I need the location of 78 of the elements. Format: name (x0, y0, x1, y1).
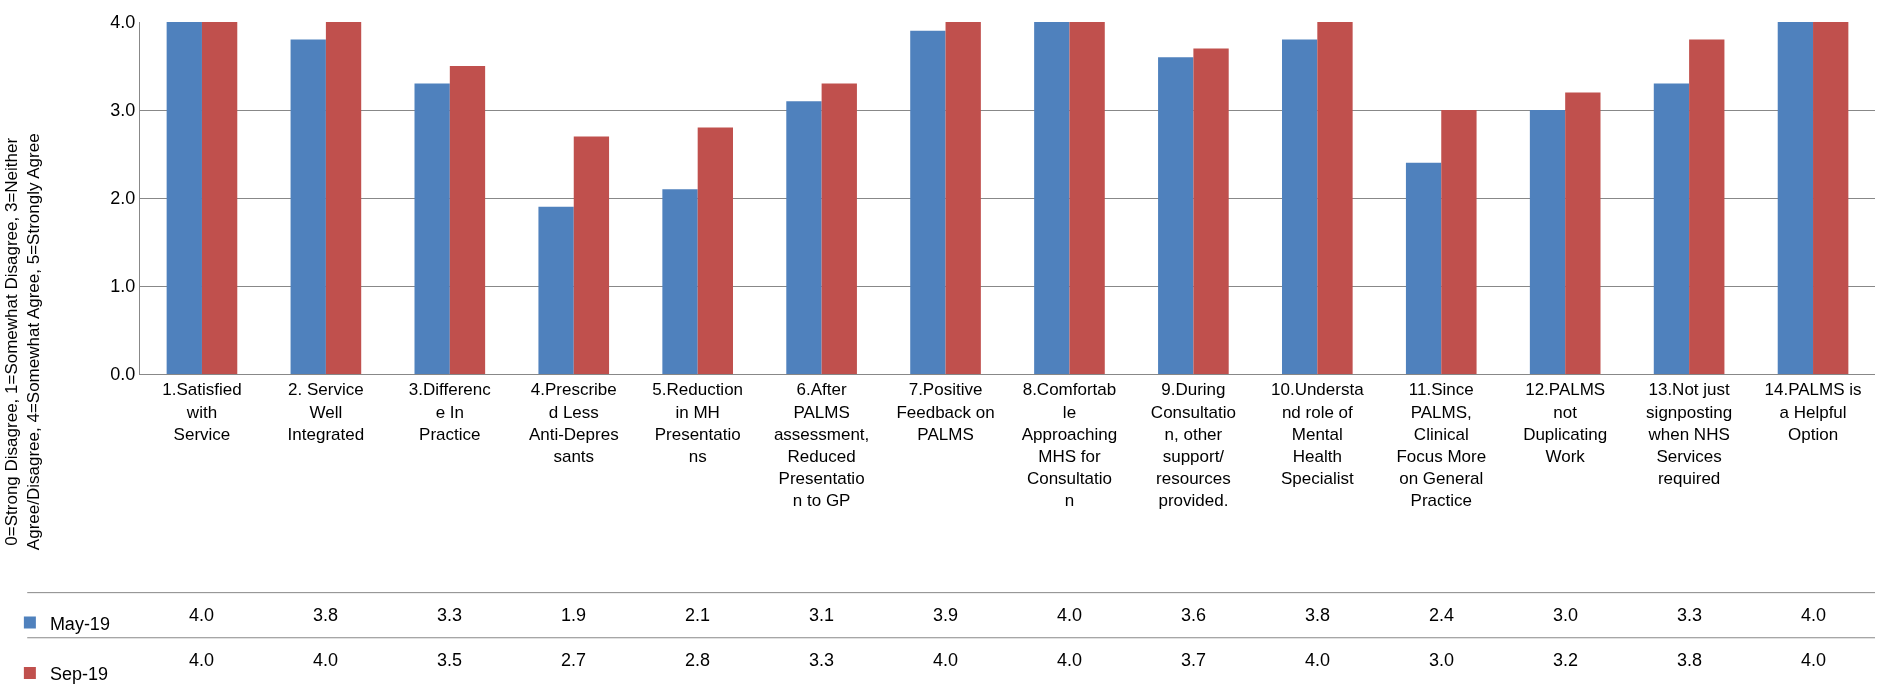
data-label: 3.3 (809, 650, 835, 670)
y-axis-title: 0=Strong Disagree, 1=Somewhat Disagree, 3=Neither Agree/Disagree, 4=Somewhat Agree, 5=Strongly Agree (1, 133, 43, 551)
data-label: 3.3 (437, 605, 463, 625)
y-tick-label: 2.0 (110, 188, 136, 209)
bar (573, 136, 610, 374)
x-tick-label: 10.Understand role of Mental Health Specialist (1271, 380, 1365, 488)
data-label: 2.4 (1429, 605, 1455, 625)
bar (945, 22, 981, 374)
bar (1405, 162, 1442, 374)
data-label: 3.7 (1181, 650, 1207, 670)
legend-label: May-19 (49, 613, 110, 634)
data-label: 4.0 (1305, 650, 1331, 670)
data-label: 4.0 (933, 650, 959, 670)
x-tick-label: 7.Positive Feedback on PALMS (896, 380, 995, 444)
data-label: 4.0 (1057, 650, 1083, 670)
bar (325, 22, 362, 374)
data-label: 1.9 (561, 605, 587, 625)
data-label: 3.8 (313, 605, 339, 625)
data-label: 2.1 (685, 605, 711, 625)
data-label: 3.6 (1181, 605, 1207, 625)
data-label: 4.0 (189, 650, 215, 670)
x-tick-label: 13.Not just signposting when NHS Services required (1646, 380, 1733, 488)
bar (1777, 22, 1814, 374)
y-tick-label: 3.0 (110, 100, 136, 121)
x-tick-label: 5.Reduction in MH Presentations (652, 380, 744, 466)
data-label: 4.0 (313, 650, 339, 670)
data-label: 3.1 (809, 605, 835, 625)
bar (1069, 22, 1105, 374)
y-tick-label: 4.0 (110, 12, 136, 33)
x-tick-label: 3.Difference In Practice (408, 380, 492, 444)
y-tick-label: 0.0 (110, 364, 136, 385)
bar (910, 30, 946, 374)
y-tick-label: 1.0 (110, 276, 136, 297)
bar (1653, 83, 1690, 374)
bar (538, 206, 574, 374)
data-label: 3.8 (1305, 605, 1331, 625)
bar (449, 66, 486, 374)
bar (1689, 39, 1725, 374)
bar (1158, 57, 1194, 374)
data-label: 3.0 (1429, 650, 1455, 670)
bar (821, 83, 857, 374)
data-label: 2.8 (685, 650, 711, 670)
data-label: 3.2 (1553, 650, 1579, 670)
bar (1441, 110, 1477, 374)
data-label: 3.8 (1677, 650, 1703, 670)
x-tick-label: 1.Satisfied with Service (162, 380, 242, 444)
x-tick-label: 12.PALMS not Duplicating Work (1523, 380, 1608, 466)
x-tick-label: 2. Service Well Integrated (287, 380, 365, 444)
x-tick-label: 8.Comfortable Approaching MHS for Consultation (1021, 380, 1118, 510)
x-tick-label: 14.PALMS is a Helpful Option (1764, 380, 1862, 444)
bar (201, 22, 238, 374)
bar (1034, 22, 1070, 374)
data-label: 4.0 (1801, 650, 1827, 670)
data-label: 4.0 (1801, 605, 1827, 625)
data-label: 4.0 (1057, 605, 1083, 625)
data-label: 3.3 (1677, 605, 1703, 625)
bar (1813, 22, 1849, 374)
data-label: 2.7 (561, 650, 587, 670)
data-label: 3.9 (933, 605, 959, 625)
bar (414, 83, 450, 374)
bar (1529, 110, 1566, 374)
data-label: 3.0 (1553, 605, 1579, 625)
x-tick-label: 11.Since PALMS, Clinical Focus More on General Practice (1396, 380, 1487, 510)
bar (697, 127, 733, 374)
bar (1317, 22, 1353, 374)
bar (662, 189, 698, 374)
bar (1282, 39, 1318, 374)
bar (290, 39, 326, 374)
x-tick-label: 4.Prescribed Less Anti-Depressants (528, 380, 619, 466)
x-tick-label: 9.During Consultation, other support/ resources provided. (1150, 380, 1236, 510)
bar (786, 101, 822, 374)
data-label: 3.5 (437, 650, 463, 670)
bar (1565, 92, 1601, 374)
bar (166, 22, 202, 374)
legend-label: Sep-19 (49, 664, 108, 685)
x-tick-label: 6.After PALMS assessment, Reduced Presentation to GP (773, 380, 870, 510)
bar (1193, 48, 1229, 374)
data-label: 4.0 (189, 605, 215, 625)
